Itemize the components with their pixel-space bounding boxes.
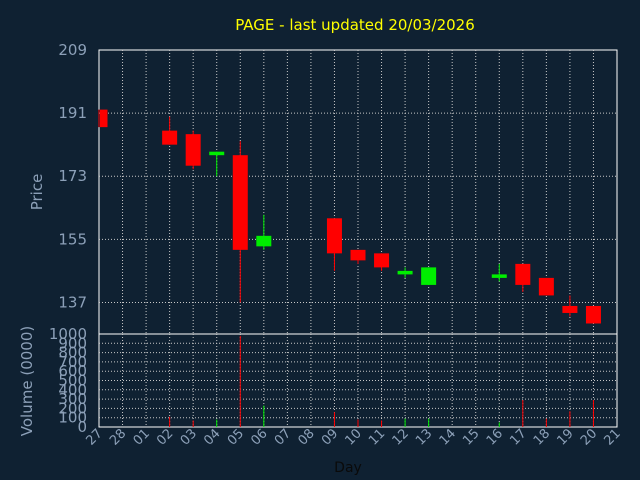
candle-body <box>491 274 507 278</box>
price-tick-label: 137 <box>58 293 87 311</box>
candle-body <box>326 218 342 254</box>
candle-body <box>585 305 601 324</box>
chart-title: PAGE - last updated 20/03/2026 <box>235 16 475 34</box>
candle-body <box>374 253 390 268</box>
day-tick-label: 02 <box>154 426 176 448</box>
day-tick-label: 08 <box>295 426 317 448</box>
volume-tick-label: 1000 <box>49 325 87 343</box>
day-tick-label: 10 <box>343 426 365 448</box>
volume-tick-label: 100 <box>58 409 87 427</box>
day-tick-label: 06 <box>248 426 270 448</box>
day-tick-label: 03 <box>178 426 200 448</box>
candle-body <box>538 277 554 296</box>
volume-tick-label: 500 <box>58 372 87 390</box>
volume-tick-label: 300 <box>58 390 87 408</box>
candles <box>98 109 601 324</box>
day-tick-label: 16 <box>484 426 506 448</box>
day-tick-label: 19 <box>554 426 576 448</box>
volume-axis-label: Volume (0000) <box>18 326 36 436</box>
price-tick-label: 155 <box>58 230 87 248</box>
day-tick-label: 13 <box>413 426 435 448</box>
price-tick-label: 173 <box>58 167 87 185</box>
candle-body <box>100 109 108 128</box>
price-axis-ticks: 209 191 173 155 137 <box>58 41 87 311</box>
day-tick-label: 01 <box>131 426 153 448</box>
volume-tick-label: 400 <box>58 381 87 399</box>
volume-tick-label: 900 <box>58 334 87 352</box>
day-tick-label: 04 <box>201 426 223 448</box>
volume-bars <box>169 335 594 427</box>
candle-body <box>515 263 531 285</box>
day-axis-ticks: 27 28 01 02 03 04 05 06 07 08 09 10 11 12 13 14 15 16 17 18… <box>84 426 624 448</box>
volume-tick-label: 200 <box>58 399 87 417</box>
day-tick-label: 15 <box>460 426 482 448</box>
grid-lines <box>99 50 617 427</box>
candle-body <box>421 267 437 285</box>
volume-tick-label: 800 <box>58 344 87 362</box>
day-tick-label: 20 <box>578 426 600 448</box>
price-tick-label: 209 <box>58 41 87 59</box>
day-tick-label: 07 <box>272 426 294 448</box>
day-axis-label: Day <box>334 460 362 476</box>
candle-body <box>209 151 225 156</box>
day-tick-label: 28 <box>107 426 129 448</box>
day-tick-label: 18 <box>531 426 553 448</box>
candle-body <box>162 130 178 145</box>
day-tick-label: 21 <box>602 426 624 448</box>
candle-body <box>562 305 578 313</box>
day-tick-label: 17 <box>507 426 529 448</box>
candle-body <box>256 235 272 247</box>
price-tick-label: 191 <box>58 104 87 122</box>
volume-tick-label: 0 <box>77 418 87 436</box>
day-tick-label: 05 <box>225 426 247 448</box>
candle-body <box>185 134 201 166</box>
candle-body <box>350 249 366 261</box>
volume-tick-label: 600 <box>58 362 87 380</box>
day-tick-label: 12 <box>390 426 412 448</box>
day-tick-label: 11 <box>366 426 388 448</box>
candle-body <box>397 270 413 275</box>
volume-tick-label: 700 <box>58 353 87 371</box>
price-axis-label: Price <box>28 174 46 211</box>
candle-body <box>232 155 248 250</box>
day-tick-label: 09 <box>319 426 341 448</box>
day-tick-label: 14 <box>437 426 459 448</box>
